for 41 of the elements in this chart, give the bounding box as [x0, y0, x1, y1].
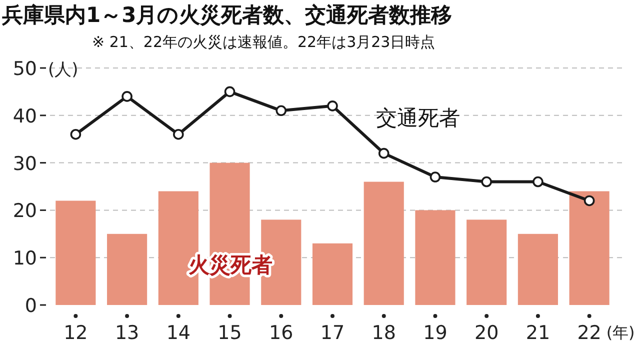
point	[173, 128, 184, 140]
bar	[312, 243, 353, 305]
point	[224, 86, 236, 98]
x-tick-label: 14	[166, 322, 191, 344]
point	[481, 176, 492, 188]
point	[70, 128, 82, 140]
y-tick-label: 20	[12, 200, 37, 222]
bar	[466, 220, 507, 305]
x-tick-label: 19	[423, 322, 448, 344]
x-tick-label: 17	[320, 322, 345, 344]
bar	[364, 182, 404, 305]
x-tick-label: 13	[114, 322, 140, 344]
chart-subtitle: ※ 21、22年の火災は速報値。22年は3月23日時点	[92, 33, 436, 51]
point	[532, 176, 544, 188]
x-axis-title: (年)	[606, 323, 635, 342]
y-tick-label: 30	[12, 152, 37, 175]
bar	[107, 234, 148, 305]
bar	[56, 200, 96, 305]
point	[327, 100, 338, 112]
x-tick-label: 20	[474, 322, 499, 344]
point	[430, 172, 441, 182]
y-tick-label: 40	[12, 105, 37, 128]
x-tick-label: 21	[526, 322, 550, 344]
chart-title: 兵庫県内1～3月の火災死者数、交通死者数推移	[1, 3, 452, 27]
point	[276, 105, 287, 116]
x-tick-label: 18	[372, 322, 396, 344]
y-tick-label: 0	[24, 295, 37, 317]
bar	[569, 191, 610, 305]
x-tick-label: 15	[218, 322, 242, 344]
y-tick-label: 10	[12, 248, 37, 270]
point	[584, 195, 595, 206]
x-tick-label: 22	[577, 322, 602, 344]
series-label: 交通死者	[376, 106, 460, 130]
x-tick-label: 12	[64, 322, 88, 344]
bar	[518, 234, 558, 305]
y-tick-label: 50	[12, 58, 37, 80]
point	[378, 148, 390, 159]
x-tick-label: 16	[269, 322, 294, 344]
point	[122, 91, 132, 102]
bar	[415, 210, 456, 305]
y-axis-title: (人)	[48, 60, 78, 80]
